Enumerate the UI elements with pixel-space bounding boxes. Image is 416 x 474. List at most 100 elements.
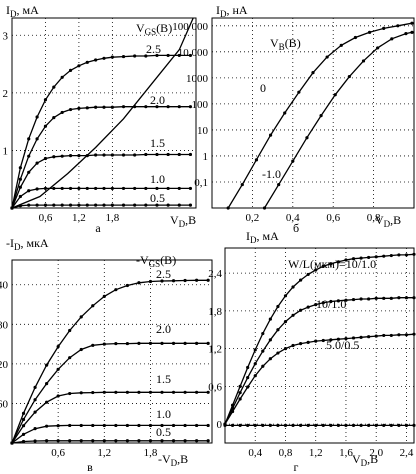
data-point — [195, 278, 199, 282]
x-tick-label: 0,4 — [286, 212, 300, 224]
y-axis-label-main: I — [6, 3, 10, 17]
data-point — [177, 105, 181, 109]
data-point — [351, 297, 356, 302]
legend-title-sub: GS — [145, 27, 157, 37]
data-point — [283, 111, 287, 115]
data-point — [412, 332, 416, 336]
data-point — [359, 423, 363, 427]
data-point — [33, 439, 37, 443]
data-point — [268, 338, 272, 342]
data-point — [351, 423, 356, 427]
data-point — [77, 106, 81, 110]
data-point — [336, 337, 340, 341]
data-point — [52, 203, 56, 207]
data-point — [133, 153, 137, 157]
series-label: 5.0/0.5 — [326, 338, 359, 352]
series-line — [11, 279, 209, 444]
y-axis-label-unit: , мА — [257, 229, 280, 243]
data-point — [382, 254, 386, 258]
x-tick-label: 1,6 — [339, 447, 353, 459]
y-tick-label: 480 — [0, 319, 9, 331]
data-point — [305, 136, 309, 140]
data-point — [389, 296, 393, 300]
data-point — [311, 71, 315, 75]
data-point — [177, 203, 181, 207]
data-point — [45, 400, 49, 404]
data-point — [261, 349, 265, 353]
y-tick-label: 10 — [197, 125, 209, 137]
data-point — [110, 153, 114, 157]
y-tick-label: 160 — [0, 398, 9, 410]
data-point — [183, 278, 187, 283]
data-point — [344, 336, 348, 341]
x-tick-label: 1,8 — [144, 447, 158, 459]
data-point — [268, 317, 272, 321]
series-line — [227, 22, 413, 209]
data-point — [336, 260, 340, 264]
data-point — [21, 417, 26, 422]
y-axis-label-unit: , мкА — [21, 236, 49, 250]
data-point — [283, 423, 288, 427]
y-axis-label: ID, нА — [216, 3, 248, 19]
data-point — [60, 154, 64, 158]
data-point — [390, 37, 394, 41]
y-tick-label: 1 — [203, 151, 209, 163]
data-point — [351, 336, 356, 340]
data-point — [91, 390, 95, 395]
x-tick-label: 0,6 — [51, 447, 65, 459]
data-point — [160, 390, 164, 394]
x-axis-label-unit: ,В — [390, 213, 401, 227]
plot-frame — [11, 17, 197, 209]
data-point — [246, 365, 250, 370]
data-point — [160, 341, 164, 345]
y-axis-label-main: -I — [6, 236, 14, 250]
data-point — [114, 341, 118, 346]
data-point — [45, 382, 49, 386]
data-point — [18, 185, 22, 189]
data-point — [397, 333, 401, 337]
data-point — [206, 278, 210, 282]
data-point — [79, 347, 83, 352]
legend-title-main: V — [270, 36, 279, 50]
data-point — [291, 159, 295, 163]
data-point — [94, 58, 98, 62]
data-point — [299, 278, 303, 282]
data-point — [79, 423, 83, 428]
data-point — [367, 335, 371, 339]
y-axis-label-sub: D — [250, 235, 257, 245]
data-point — [68, 107, 73, 112]
data-point — [166, 186, 170, 191]
data-point — [299, 342, 303, 346]
data-point — [359, 335, 363, 339]
data-point — [52, 116, 56, 120]
data-point — [155, 203, 159, 207]
data-point — [94, 105, 98, 109]
data-point — [374, 423, 378, 427]
data-point — [374, 296, 378, 300]
legend-title: VGS(В) — [136, 21, 172, 37]
data-point — [404, 333, 409, 337]
data-point — [33, 410, 37, 414]
data-point — [329, 423, 333, 427]
y-tick-label: 320 — [0, 359, 9, 371]
data-point — [314, 268, 318, 272]
data-point — [102, 186, 106, 191]
x-axis-label: VD,В — [170, 213, 196, 229]
data-point — [155, 152, 159, 157]
data-point — [18, 194, 22, 199]
data-point — [246, 385, 250, 389]
data-point — [336, 423, 340, 427]
series-label: 1.0 — [156, 407, 171, 421]
data-point — [353, 35, 358, 40]
data-point — [133, 186, 137, 191]
data-point — [160, 439, 164, 443]
data-point — [121, 153, 126, 157]
data-point — [79, 439, 83, 443]
series-line — [11, 106, 191, 209]
data-point — [262, 206, 267, 210]
data-point — [91, 439, 95, 443]
data-point — [382, 296, 386, 300]
data-point — [60, 203, 64, 207]
x-tick-label: 0,4 — [248, 447, 262, 459]
y-axis-label-sub: D — [10, 9, 17, 19]
